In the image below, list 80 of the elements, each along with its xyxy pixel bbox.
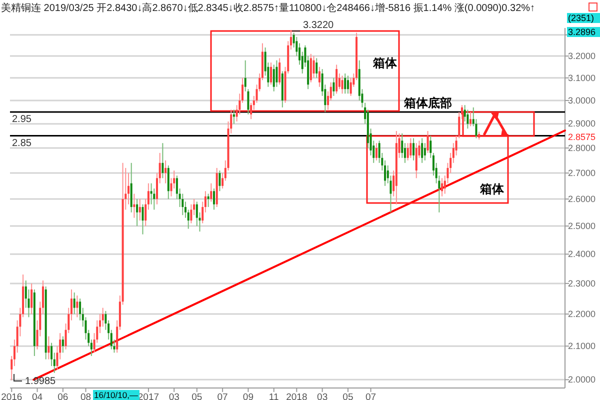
candlestick xyxy=(133,193,136,218)
candlestick xyxy=(470,112,472,127)
x-tick-label: 11 xyxy=(268,392,279,400)
annotation: 箱体 xyxy=(372,56,398,70)
text: 3.2896 xyxy=(568,27,596,37)
chart-title: 美精铜连 2019/03/25 开2.8430↓高2.8670↓低2.8345↓收2.8575↑量110800↓仓248466↓增-5816 振1.14% 涨(0.0090)0.32%↑ xyxy=(1,2,536,14)
candlestick xyxy=(310,53,312,83)
y-tick-label: 3.1000 xyxy=(568,72,596,83)
candlestick xyxy=(136,198,138,227)
x-tick-label: 07 xyxy=(365,392,376,400)
y-tick-label: 2.5000 xyxy=(568,220,596,231)
candlestick xyxy=(412,138,415,161)
candlestick xyxy=(441,178,444,197)
candlestick xyxy=(207,193,210,208)
x-tick-label: 07 xyxy=(217,392,228,400)
candlestick xyxy=(421,138,424,164)
y-tick-label: 2.1000 xyxy=(568,340,596,351)
annotation: 箱体底部 xyxy=(403,96,452,110)
candlestick xyxy=(316,58,318,78)
candlestick xyxy=(272,64,275,92)
candlestick xyxy=(350,77,352,96)
y-tick-label: 2.0000 xyxy=(568,374,596,385)
candlestick xyxy=(346,75,349,94)
candlestick xyxy=(466,109,469,130)
ref-line-label: 2.95 xyxy=(12,114,32,126)
annotation: 1.9985 xyxy=(25,376,56,387)
x-tick-label: 09 xyxy=(242,392,254,400)
candlestick xyxy=(415,142,418,179)
candlestick xyxy=(30,282,33,315)
y-tick-label: 2.7000 xyxy=(568,168,596,178)
y-tick-label: 2.2000 xyxy=(568,308,596,319)
candlestick xyxy=(218,170,221,192)
x-tick-label: 04 xyxy=(32,392,43,400)
candlestick xyxy=(276,60,278,88)
annotation: 3.3220 xyxy=(303,20,334,31)
annotation: 箱体 xyxy=(479,182,505,196)
text: 16/10/10,— xyxy=(94,390,138,400)
candlestick xyxy=(424,142,426,161)
ref-line-label: 2.85 xyxy=(12,138,32,149)
x-tick-label: 08 xyxy=(80,392,92,400)
candlestick xyxy=(344,72,346,94)
x-tick-label: 03 xyxy=(168,392,180,400)
x-tick-label: 2018 xyxy=(286,392,308,400)
candlestick xyxy=(410,138,412,158)
y-tick-label: 3.0000 xyxy=(568,95,596,106)
x-tick-label: 03 xyxy=(317,392,328,400)
candlestick xyxy=(164,160,167,184)
candlestick xyxy=(142,204,144,235)
y-tick-label: 2.3000 xyxy=(568,278,596,288)
candlestick xyxy=(338,72,340,90)
candlestick xyxy=(312,56,315,78)
candlestick xyxy=(270,62,272,86)
candlestick xyxy=(62,336,64,354)
candlestick xyxy=(318,66,320,88)
text: (2351) xyxy=(568,13,594,23)
candlestick xyxy=(341,75,344,94)
x-tick-label: 2016 xyxy=(1,392,22,400)
text: 2.8575 xyxy=(568,132,596,142)
y-tick-label: 2.8000 xyxy=(568,142,596,153)
candlestick xyxy=(48,336,50,360)
candlestick xyxy=(210,182,212,202)
x-tick-label: 05 xyxy=(342,392,354,400)
candlestick xyxy=(278,58,281,86)
candlestick xyxy=(162,142,164,179)
x-tick-label: 05 xyxy=(192,392,202,400)
x-tick-label: 06 xyxy=(58,392,68,400)
candlestick xyxy=(336,64,338,94)
y-tick-label: 2.4000 xyxy=(568,249,596,260)
y-tick-label: 2.9000 xyxy=(568,118,596,129)
candlestick xyxy=(167,164,170,200)
candlestick xyxy=(375,142,378,161)
y-tick-label: 3.2000 xyxy=(568,50,596,61)
candlestick xyxy=(73,292,76,315)
candlestick xyxy=(130,162,132,213)
candlestick xyxy=(332,77,335,96)
candlestick xyxy=(213,188,215,210)
candlestick xyxy=(76,295,78,318)
candlestick xyxy=(138,198,141,222)
candlestick xyxy=(426,130,429,154)
y-tick-label: 2.6000 xyxy=(568,194,596,204)
